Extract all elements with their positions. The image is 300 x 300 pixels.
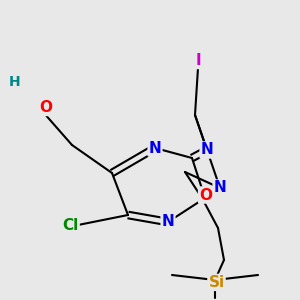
Text: N: N (201, 142, 213, 158)
Text: N: N (162, 214, 174, 230)
Text: H: H (9, 76, 21, 89)
Text: I: I (195, 53, 201, 68)
Text: Cl: Cl (62, 218, 79, 232)
Text: Si: Si (208, 275, 225, 290)
Text: N: N (148, 140, 161, 155)
Text: O: O (199, 188, 212, 202)
Text: N: N (214, 181, 226, 196)
Text: O: O (40, 100, 52, 115)
